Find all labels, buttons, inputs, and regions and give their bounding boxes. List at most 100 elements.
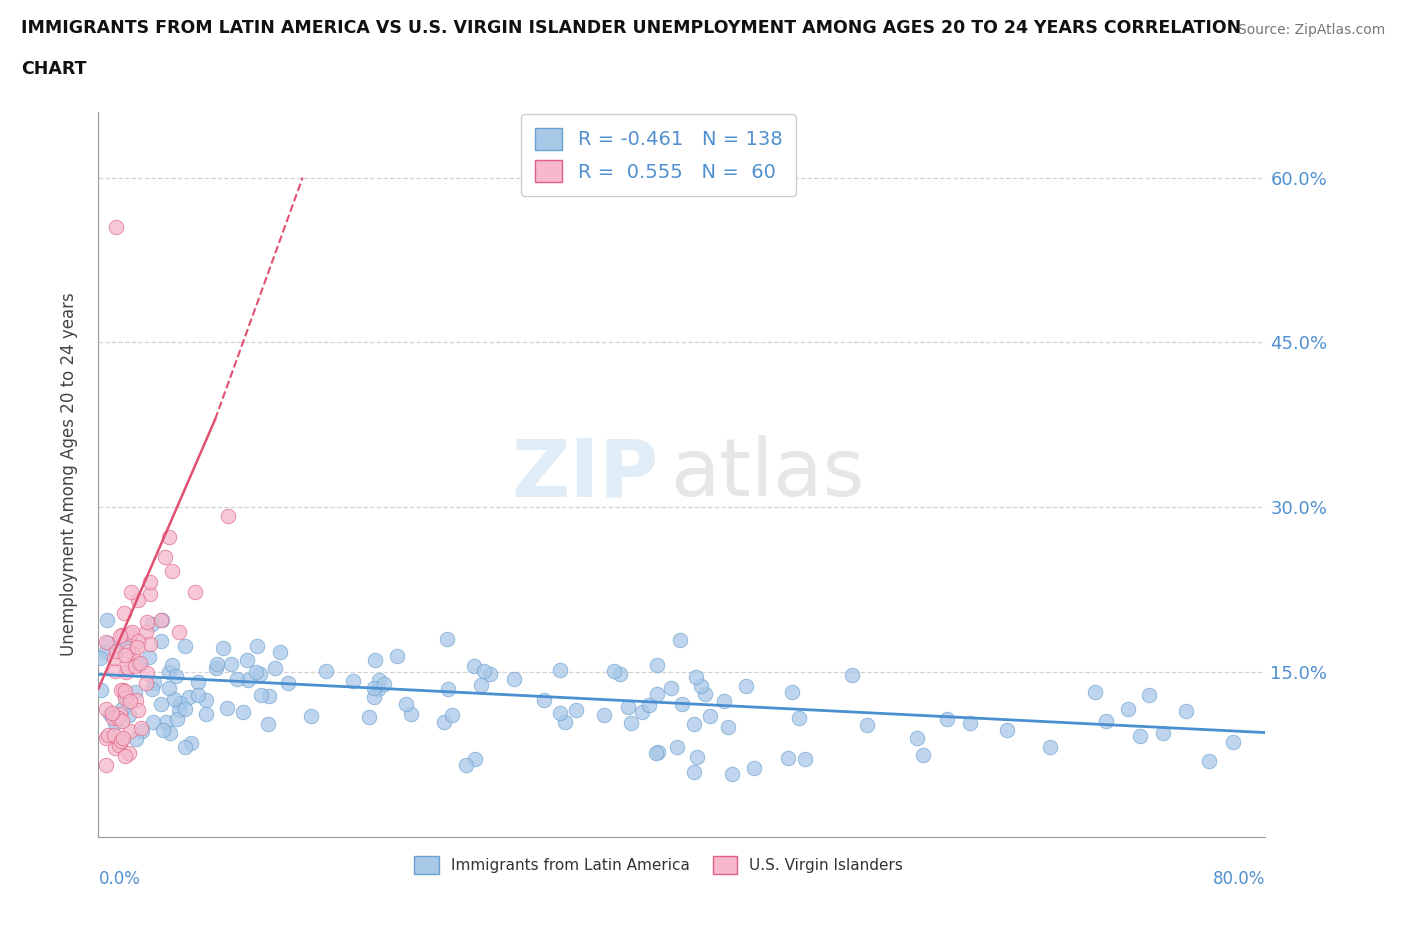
Point: [122, 645, 145, 660]
Point: [114, 749, 136, 764]
Point: [120, 584, 142, 599]
Point: [169, 702, 191, 717]
Point: [205, 660, 228, 675]
Point: [150, 612, 173, 627]
Point: [114, 689, 136, 704]
Point: [246, 638, 269, 653]
Point: [114, 690, 136, 705]
Point: [479, 667, 502, 682]
Point: [118, 724, 141, 738]
Point: [713, 693, 735, 708]
Point: [131, 724, 153, 738]
Point: [89, 651, 111, 666]
Point: [135, 675, 157, 690]
Point: [1198, 753, 1220, 768]
Point: [363, 681, 385, 696]
Point: [96, 644, 118, 659]
Point: [167, 625, 190, 640]
Point: [110, 734, 132, 749]
Point: [464, 751, 486, 766]
Point: [232, 705, 254, 720]
Point: [108, 737, 131, 752]
Legend: Immigrants from Latin America, U.S. Virgin Islanders: Immigrants from Latin America, U.S. Virg…: [408, 850, 910, 880]
Point: [717, 719, 740, 734]
Point: [699, 709, 721, 724]
Point: [299, 709, 322, 724]
Point: [856, 718, 879, 733]
Point: [111, 730, 134, 745]
Point: [1129, 729, 1152, 744]
Point: [111, 628, 134, 643]
Point: [357, 710, 380, 724]
Point: [363, 689, 385, 704]
Point: [686, 750, 709, 764]
Point: [153, 550, 176, 565]
Point: [163, 691, 186, 706]
Point: [472, 664, 495, 679]
Point: [436, 631, 458, 646]
Point: [94, 702, 117, 717]
Text: Source: ZipAtlas.com: Source: ZipAtlas.com: [1237, 23, 1385, 37]
Point: [141, 617, 163, 631]
Point: [180, 736, 202, 751]
Point: [139, 587, 162, 602]
Point: [104, 715, 127, 730]
Point: [631, 705, 654, 720]
Point: [250, 687, 273, 702]
Point: [157, 665, 180, 680]
Point: [112, 683, 135, 698]
Point: [169, 696, 191, 711]
Point: [107, 711, 129, 725]
Point: [117, 644, 139, 658]
Point: [659, 681, 682, 696]
Point: [669, 632, 692, 647]
Point: [120, 694, 142, 709]
Point: [454, 757, 477, 772]
Point: [138, 650, 160, 665]
Point: [841, 668, 863, 683]
Point: [1094, 714, 1116, 729]
Point: [620, 715, 643, 730]
Point: [1084, 684, 1107, 699]
Point: [103, 711, 125, 725]
Point: [160, 564, 183, 578]
Point: [616, 699, 638, 714]
Point: [533, 693, 555, 708]
Point: [683, 764, 706, 779]
Point: [235, 653, 257, 668]
Point: [787, 711, 810, 725]
Point: [364, 653, 387, 668]
Point: [160, 658, 183, 672]
Point: [139, 575, 162, 590]
Point: [433, 715, 456, 730]
Point: [935, 711, 957, 726]
Point: [780, 684, 803, 699]
Point: [173, 638, 195, 653]
Point: [548, 706, 571, 721]
Point: [385, 648, 408, 663]
Point: [693, 686, 716, 701]
Point: [554, 714, 576, 729]
Text: 80.0%: 80.0%: [1213, 870, 1265, 887]
Point: [187, 675, 209, 690]
Point: [139, 636, 162, 651]
Point: [104, 219, 127, 234]
Point: [159, 725, 181, 740]
Point: [152, 612, 174, 627]
Point: [1222, 735, 1244, 750]
Point: [592, 708, 614, 723]
Point: [367, 673, 389, 688]
Point: [212, 641, 235, 656]
Point: [550, 663, 572, 678]
Point: [177, 689, 200, 704]
Point: [742, 760, 765, 775]
Point: [995, 723, 1018, 737]
Point: [645, 658, 668, 672]
Point: [776, 751, 799, 765]
Point: [395, 697, 418, 711]
Point: [125, 692, 148, 707]
Point: [103, 651, 125, 666]
Y-axis label: Unemployment Among Ages 20 to 24 years: Unemployment Among Ages 20 to 24 years: [59, 292, 77, 657]
Point: [463, 659, 485, 674]
Point: [174, 702, 197, 717]
